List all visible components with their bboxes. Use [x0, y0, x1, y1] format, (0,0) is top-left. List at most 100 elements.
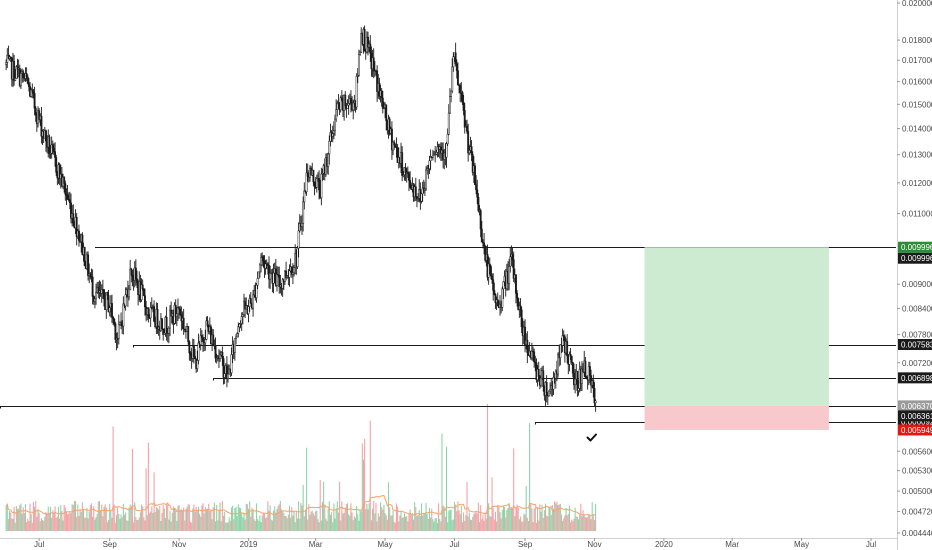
candle-body	[447, 112, 450, 135]
candle-body	[515, 274, 517, 294]
volume-bar	[521, 521, 523, 531]
candle-body	[187, 326, 190, 342]
volume-bar	[587, 516, 589, 531]
volume-bar	[544, 503, 547, 531]
volume-bar	[150, 511, 152, 531]
volume-bar	[382, 509, 384, 531]
volume-bar	[128, 507, 130, 531]
candle-body	[221, 352, 224, 359]
candle-body	[425, 169, 428, 190]
volume-bar	[398, 521, 400, 531]
volume-bar	[533, 508, 535, 531]
volume-bar	[153, 472, 155, 531]
time-tick-label: Jul	[34, 540, 44, 549]
volume-bar	[293, 511, 295, 531]
volume-bar	[202, 503, 204, 531]
volume-bar	[266, 517, 268, 531]
candle-body	[167, 327, 170, 334]
candle-body	[346, 105, 349, 109]
volume-bar	[424, 513, 426, 531]
volume-bar	[430, 517, 432, 531]
volume-bar	[335, 508, 337, 531]
volume-bar	[284, 515, 286, 531]
volume-bar	[258, 520, 260, 531]
candle-body	[202, 337, 204, 342]
volume-bar	[265, 518, 267, 531]
volume-bar	[362, 459, 365, 531]
candle-body	[468, 150, 471, 154]
candle-body	[315, 178, 318, 188]
volume-bar	[557, 505, 559, 531]
candle-body	[14, 78, 17, 81]
candle-body	[52, 147, 55, 152]
volume-bar	[469, 519, 471, 531]
candle-body	[489, 266, 492, 277]
volume-bar	[519, 516, 522, 531]
time-tick-label: 2020	[655, 540, 673, 549]
volume-bar	[137, 519, 139, 531]
volume-bar	[340, 520, 342, 531]
time-axis[interactable]: Jul Sep Nov 2019 Mar May Jul Sep Nov 2020 Mar May Ju…	[0, 538, 897, 549]
volume-bar	[376, 521, 378, 531]
volume-bar	[187, 504, 189, 531]
volume-bar	[45, 511, 47, 531]
volume-bar	[576, 516, 578, 531]
volume-bar	[144, 520, 146, 531]
profit-zone[interactable]	[644, 247, 829, 406]
candle-body	[559, 344, 562, 358]
checkmark-icon	[586, 433, 597, 442]
volume-bar	[113, 504, 115, 531]
candle-body	[302, 201, 305, 224]
volume-bar	[117, 507, 119, 531]
volume-bar	[183, 507, 185, 531]
volume-bar	[169, 511, 171, 531]
volume-bar	[456, 511, 458, 531]
candle-body	[540, 377, 542, 386]
volume-bar	[529, 422, 531, 531]
volume-bar	[444, 516, 446, 531]
candle-body	[394, 144, 397, 148]
loss-zone[interactable]	[644, 405, 829, 430]
volume-bar	[251, 507, 253, 531]
volume-bar	[592, 514, 594, 531]
volume-bar	[348, 514, 350, 531]
volume-bar	[354, 517, 357, 531]
volume-bar	[356, 506, 358, 531]
volume-bar	[346, 503, 349, 531]
candle-body	[301, 223, 303, 227]
volume-bar	[417, 515, 419, 531]
volume-bar	[379, 502, 382, 531]
volume-bar	[387, 482, 390, 531]
price-label-text: 0.009996	[901, 243, 932, 252]
volume-bar	[352, 520, 354, 531]
candle-body	[577, 388, 580, 391]
candle-body	[113, 318, 116, 324]
candle-body	[593, 388, 596, 404]
volume-bar	[530, 503, 532, 531]
volume-bar	[534, 507, 536, 531]
volume-bar	[209, 510, 211, 531]
volume-bar	[104, 504, 106, 531]
long-position-tool[interactable]	[644, 247, 829, 430]
volume-bar	[164, 517, 166, 531]
candle-body	[179, 308, 182, 315]
candle-body	[581, 368, 583, 385]
volume-bar	[60, 504, 62, 531]
candle-body	[516, 293, 519, 299]
candle-body	[91, 276, 94, 297]
volume-bar	[255, 503, 258, 531]
candle-body	[236, 333, 239, 338]
volume-bar	[313, 515, 316, 531]
volume-bar	[166, 504, 168, 531]
volume-bar	[106, 522, 108, 531]
volume-bar	[532, 521, 534, 531]
volume-bar	[115, 515, 118, 531]
volume-bar	[186, 506, 188, 531]
volume-bar	[331, 512, 333, 531]
candle-body	[103, 289, 105, 300]
candle-body	[45, 130, 47, 142]
